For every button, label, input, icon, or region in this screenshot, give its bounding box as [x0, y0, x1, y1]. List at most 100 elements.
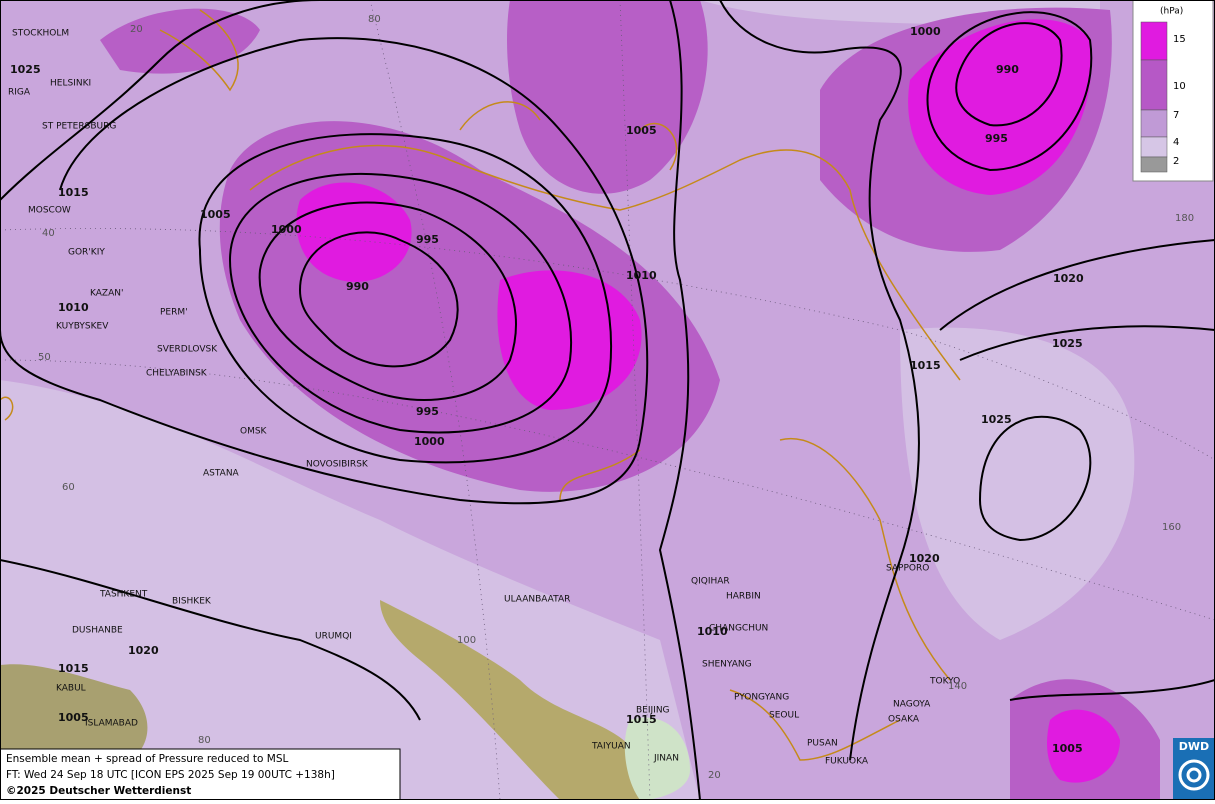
footer-title: Ensemble mean + spread of Pressure reduc…: [6, 753, 289, 765]
city-label: TOKYO: [929, 677, 960, 687]
isobar-label: 1005: [626, 124, 657, 137]
coastline: [249, 144, 961, 381]
city-label: KABUL: [56, 684, 86, 694]
graticule: [369, 0, 501, 801]
isobar-label: 1015: [58, 662, 89, 675]
city-label: STOCKHOLM: [12, 29, 69, 39]
isobar-label: 1000: [414, 435, 445, 448]
logo-icon: [1186, 767, 1202, 783]
spread-area: [0, 664, 148, 770]
city-label: ISLAMABAD: [85, 719, 138, 729]
coastline: [0, 396, 14, 421]
city-label: JINAN: [653, 754, 679, 764]
city-label: HELSINKI: [50, 79, 91, 89]
city-label: OMSK: [240, 427, 268, 437]
city-label: KUYBYSKEV: [56, 322, 109, 332]
isobar: [978, 415, 1092, 542]
city-label: BISHKEK: [172, 597, 212, 607]
city-label: PYONGYANG: [734, 693, 789, 703]
isobar: [198, 133, 612, 464]
graticule-label: 80: [368, 14, 381, 25]
city-label: CHELYABINSK: [146, 369, 208, 379]
graticule: [0, 359, 1215, 621]
city-label: ASTANA: [203, 469, 240, 479]
city-label: HARBIN: [726, 592, 761, 602]
isobar-label: 1020: [1053, 272, 1084, 285]
coastline: [729, 689, 901, 761]
logo-icon: [1178, 759, 1210, 791]
city-label: OSAKA: [888, 715, 920, 725]
legend-tick-label: 7: [1173, 110, 1179, 121]
isobar-label: 1025: [1052, 337, 1083, 350]
city-label: ULAANBAATAR: [504, 595, 570, 605]
legend-tick-label: 10: [1173, 81, 1186, 92]
isobar-label: 1015: [58, 186, 89, 199]
spread-area: [624, 717, 690, 800]
city-label: PERM': [160, 308, 188, 318]
spread-area: [507, 0, 708, 194]
isobar: [0, 0, 321, 201]
city-label: SVERDLOVSK: [157, 345, 218, 355]
graticule-label: 80: [198, 735, 211, 746]
city-label: URUMQI: [315, 632, 352, 642]
isobar-label: 1020: [128, 644, 159, 657]
graticule-label: 140: [948, 681, 967, 692]
legend-swatch: [1140, 59, 1168, 111]
coastline: [779, 437, 951, 681]
city-label: NAGOYA: [893, 700, 931, 710]
spread-area: [900, 327, 1135, 640]
isobar-label: 1010: [626, 269, 657, 282]
city-label: GOR'KIY: [68, 248, 105, 258]
city-label: NOVOSIBIRSK: [306, 460, 369, 470]
city-label: PUSAN: [807, 739, 838, 749]
graticule-label: 20: [130, 24, 143, 35]
isobar-label: 1005: [1052, 742, 1083, 755]
footer-copyright: ©2025 Deutscher Wetterdienst: [6, 785, 191, 797]
city-label: BEIJING: [636, 706, 670, 716]
isobar: [955, 22, 1063, 127]
legend-tick-label: 4: [1173, 137, 1179, 148]
isobar: [0, 37, 649, 505]
footer-forecast: FT: Wed 24 Sep 18 UTC [ICON EPS 2025 Sep…: [6, 769, 335, 781]
isobar-label: 990: [346, 280, 369, 293]
city-label: KAZAN': [90, 289, 123, 299]
city-label: MOSCOW: [28, 206, 71, 216]
city-label: CHANGCHUN: [709, 624, 768, 634]
isobar: [0, 559, 421, 721]
isobar: [298, 231, 459, 368]
city-label: SEOUL: [769, 711, 799, 721]
isobar: [939, 239, 1215, 331]
isobar-label: 1025: [10, 63, 41, 76]
city-label: ST PETERSBURG: [42, 122, 116, 132]
graticule-label: 160: [1162, 522, 1181, 533]
legend-unit: (hPa): [1160, 7, 1183, 17]
graticule-label: 20: [708, 770, 721, 781]
spread-area: [380, 600, 640, 800]
isobar: [1009, 679, 1215, 701]
graticule-label: 60: [62, 482, 75, 493]
isobar-label: 1010: [697, 625, 728, 638]
isobar-label: 1025: [981, 413, 1012, 426]
spread-area: [1047, 709, 1120, 783]
city-label: FUKUOKA: [825, 757, 869, 767]
graticule-label: 100: [457, 635, 476, 646]
coastline: [559, 449, 641, 501]
city-label: TAIYUAN: [591, 742, 631, 752]
city-label: QIQIHAR: [691, 577, 730, 587]
graticule-label: 180: [1175, 213, 1194, 224]
isobar: [719, 0, 920, 761]
isobar: [926, 11, 1093, 172]
city-label: TASHKENT: [99, 590, 148, 600]
spread-area: [497, 270, 642, 410]
legend: (hPa) 15 10 7 4 2: [1132, 0, 1214, 182]
isobar: [258, 201, 517, 401]
city-label: RIGA: [8, 88, 31, 98]
isobar-label: 1015: [910, 359, 941, 372]
isobar: [959, 325, 1215, 361]
graticule-label: 40: [42, 228, 55, 239]
isobar-label: 995: [416, 233, 439, 246]
isobar-label: 1005: [200, 208, 231, 221]
legend-swatch: [1140, 136, 1168, 158]
